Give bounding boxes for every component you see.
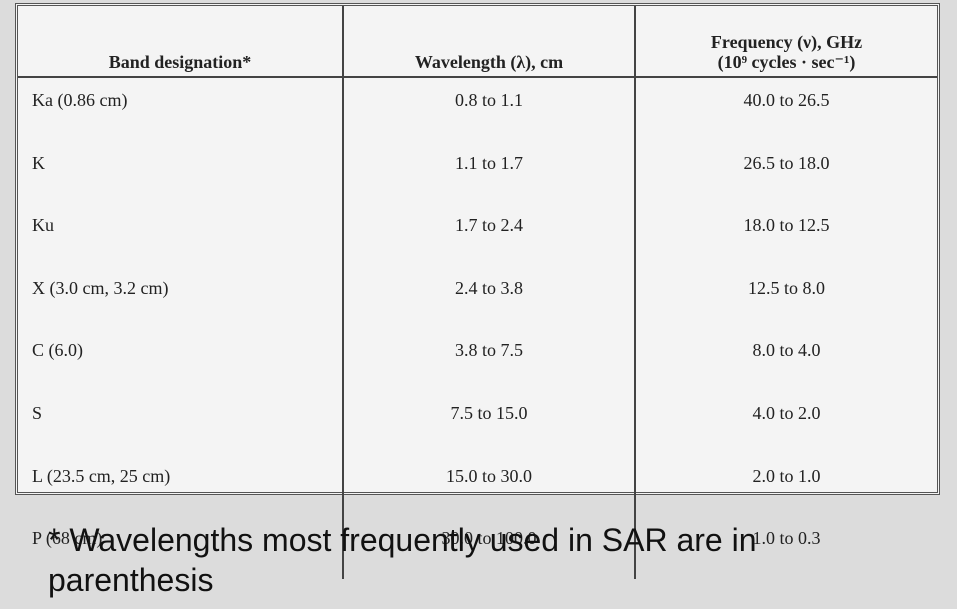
header-band-designation: Band designation* xyxy=(18,6,343,78)
frequency-cell: 12.5 to 8.0 xyxy=(634,265,937,329)
wavelength-cell: 15.0 to 30.0 xyxy=(342,453,635,517)
header-frequency: Frequency (ν), GHz (10⁹ cycles · sec⁻¹) xyxy=(634,6,937,78)
band-cell: K xyxy=(32,152,45,173)
wavelength-cell: 2.4 to 3.8 xyxy=(342,265,635,329)
table-row: Ku 1.7 to 2.4 18.0 to 12.5 xyxy=(18,203,937,266)
frequency-cell: 26.5 to 18.0 xyxy=(634,140,937,204)
table-row: L (23.5 cm, 25 cm) 15.0 to 30.0 2.0 to 1… xyxy=(18,453,937,517)
table-row: X (3.0 cm, 3.2 cm) 2.4 to 3.8 12.5 to 8.… xyxy=(18,265,937,329)
wavelength-cell: 1.1 to 1.7 xyxy=(342,140,635,204)
frequency-cell: 18.0 to 12.5 xyxy=(634,203,937,266)
band-cell: P (68 cm) xyxy=(32,528,103,549)
wavelength-cell: 0.8 to 1.1 xyxy=(342,77,635,141)
band-table: Band designation* Wavelength (λ), cm Fre… xyxy=(18,6,937,579)
table-row: Ka (0.86 cm) 0.8 to 1.1 40.0 to 26.5 xyxy=(18,77,937,141)
wavelength-cell: 3.8 to 7.5 xyxy=(342,328,635,391)
wavelength-cell: 1.7 to 2.4 xyxy=(342,203,635,266)
frequency-cell: 8.0 to 4.0 xyxy=(634,328,937,391)
band-cell: L (23.5 cm, 25 cm) xyxy=(32,465,171,486)
frequency-cell: 1.0 to 0.3 xyxy=(634,516,937,579)
frequency-cell: 40.0 to 26.5 xyxy=(634,77,937,141)
band-cell: S xyxy=(32,402,43,423)
frequency-cell: 4.0 to 2.0 xyxy=(634,390,937,454)
band-cell: Ka (0.86 cm) xyxy=(32,90,128,110)
wavelength-cell: 30.0 to 100.0 xyxy=(342,516,635,579)
sar-footnote: * Wavelengths most frequently used in SA… xyxy=(48,522,757,598)
radar-band-table: Band designation* Wavelength (λ), cm Fre… xyxy=(15,3,940,579)
band-cell: Ku xyxy=(32,215,54,236)
header-wavelength: Wavelength (λ), cm xyxy=(342,6,635,78)
header-frequency-line2: (10⁹ cycles · sec⁻¹) xyxy=(717,52,856,72)
wavelength-cell: 7.5 to 15.0 xyxy=(342,390,635,454)
band-cell: C (6.0) xyxy=(32,340,83,361)
header-frequency-line1: Frequency (ν), GHz xyxy=(710,32,863,52)
table-header-row: Band designation* Wavelength (λ), cm Fre… xyxy=(18,6,937,78)
band-cell: X (3.0 cm, 3.2 cm) xyxy=(32,277,169,298)
table-row: S 7.5 to 15.0 4.0 to 2.0 xyxy=(18,390,937,454)
table-row: K 1.1 to 1.7 26.5 to 18.0 xyxy=(18,140,937,204)
table-row: P (68 cm) 30.0 to 100.0 1.0 to 0.3 xyxy=(18,516,937,579)
frequency-cell: 2.0 to 1.0 xyxy=(634,453,937,517)
table-row: C (6.0) 3.8 to 7.5 8.0 to 4.0 xyxy=(18,328,937,391)
